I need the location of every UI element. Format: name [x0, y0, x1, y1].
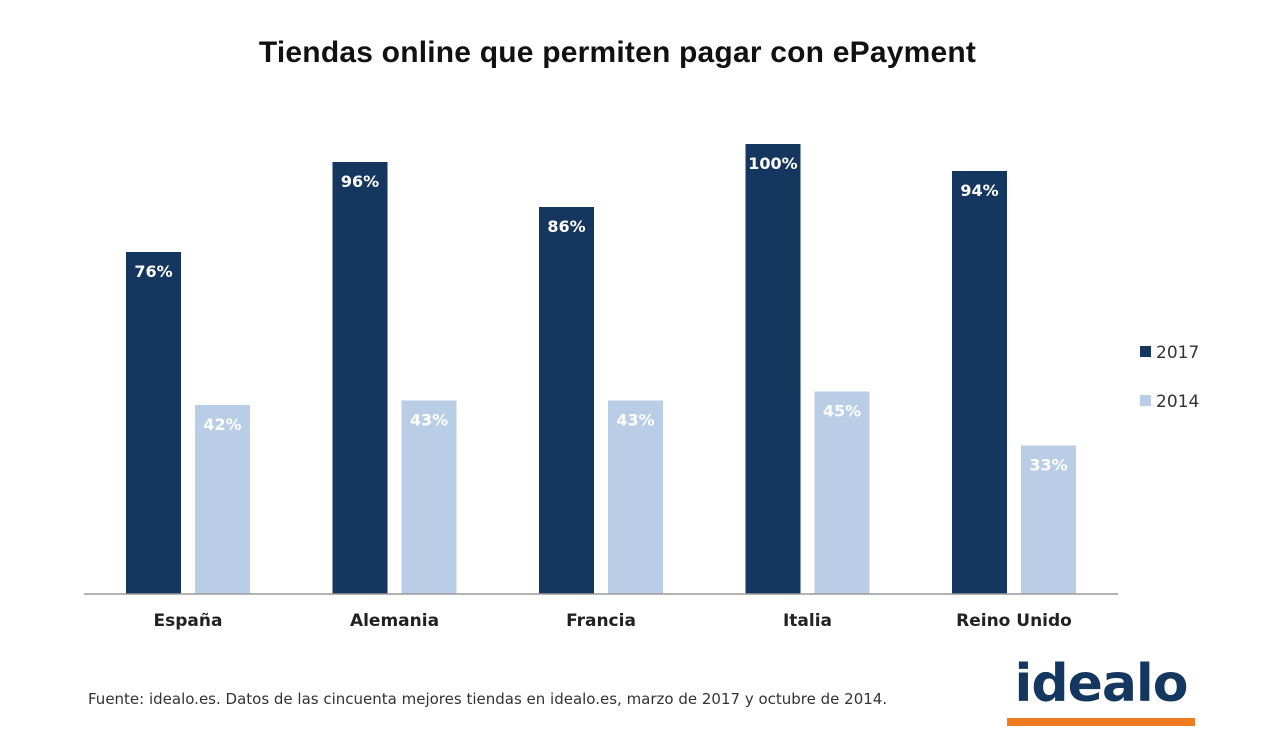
data-label-2014-4: 33% — [1029, 456, 1067, 475]
legend-label-2014: 2014 — [1156, 392, 1199, 412]
bar-2014-4 — [1021, 445, 1076, 594]
legend: 2017 2014 — [1140, 343, 1199, 412]
data-label-2017-0: 76% — [134, 262, 172, 281]
data-label-2014-3: 45% — [823, 402, 861, 421]
category-label-4: Reino Unido — [956, 611, 1072, 631]
logo-underline — [1007, 718, 1195, 726]
legend-swatch-2014 — [1140, 395, 1151, 406]
bar-2014-3 — [814, 391, 870, 594]
legend-swatch-2017 — [1140, 346, 1151, 357]
bar-2014-2 — [608, 400, 663, 594]
data-label-2017-1: 96% — [341, 172, 379, 191]
category-label-3: Italia — [783, 611, 832, 631]
data-label-2014-1: 43% — [410, 411, 448, 430]
source-note: Fuente: idealo.es. Datos de las cincuent… — [88, 690, 888, 708]
idealo-logo: idealo — [1005, 654, 1197, 728]
bar-2017-0 — [126, 252, 181, 594]
category-labels: España Alemania Francia Italia Reino Unido — [154, 611, 1072, 631]
legend-label-2017: 2017 — [1156, 343, 1199, 363]
data-label-2017-4: 94% — [960, 181, 998, 200]
bar-2017-1 — [332, 162, 388, 594]
data-label-2014-2: 43% — [616, 411, 654, 430]
bar-2017-4 — [952, 171, 1007, 594]
bar-2014-0 — [195, 405, 250, 594]
category-label-0: España — [154, 611, 223, 631]
chart-title: Tiendas online que permiten pagar con eP… — [258, 36, 977, 69]
bar-2017-3 — [745, 144, 801, 594]
bar-2017-2 — [539, 207, 594, 594]
bars-group: 76% 42% 96% 43% 86% 43% 100% 45% 94% 33% — [126, 144, 1076, 594]
logo-text: idealo — [1014, 654, 1189, 714]
data-label-2017-2: 86% — [547, 217, 585, 236]
category-label-2: Francia — [566, 611, 636, 631]
category-label-1: Alemania — [350, 611, 439, 631]
bar-2014-1 — [401, 400, 457, 594]
data-label-2017-3: 100% — [748, 154, 797, 173]
data-label-2014-0: 42% — [203, 415, 241, 434]
